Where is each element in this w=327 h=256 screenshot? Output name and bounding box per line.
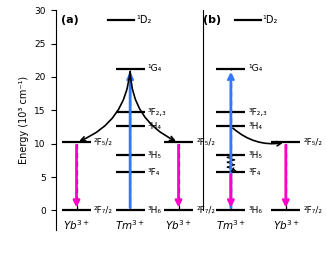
Text: ²F₇/₂: ²F₇/₂: [303, 206, 322, 215]
Text: ²F₅/₂: ²F₅/₂: [94, 138, 113, 147]
Text: ³H₅: ³H₅: [249, 151, 262, 159]
Text: Tm$^{3+}$: Tm$^{3+}$: [115, 218, 145, 232]
Text: ³H₄: ³H₄: [249, 122, 262, 131]
Text: ³F₄: ³F₄: [148, 167, 160, 177]
Text: Tm$^{3+}$: Tm$^{3+}$: [216, 218, 246, 232]
Text: ³F₄: ³F₄: [249, 167, 261, 177]
Text: ³H₅: ³H₅: [148, 151, 162, 159]
Y-axis label: Energy (10³ cm⁻¹): Energy (10³ cm⁻¹): [19, 76, 29, 164]
Text: (a): (a): [61, 15, 78, 25]
Text: ¹D₂: ¹D₂: [137, 15, 152, 25]
Text: ¹G₄: ¹G₄: [249, 65, 263, 73]
Text: ³F₂,₃: ³F₂,₃: [249, 108, 267, 117]
Text: ²F₇/₂: ²F₇/₂: [196, 206, 215, 215]
Text: ³H₆: ³H₆: [148, 206, 162, 215]
Text: ²F₇/₂: ²F₇/₂: [94, 206, 113, 215]
Text: (b): (b): [203, 15, 221, 25]
Text: ²F₅/₂: ²F₅/₂: [303, 138, 322, 147]
Text: ³F₂,₃: ³F₂,₃: [148, 108, 166, 117]
Text: ³H₆: ³H₆: [249, 206, 262, 215]
Text: ¹D₂: ¹D₂: [262, 15, 278, 25]
Text: ¹G₄: ¹G₄: [148, 65, 162, 73]
Text: ³H₄: ³H₄: [148, 122, 162, 131]
Text: Yb$^{3+}$: Yb$^{3+}$: [63, 218, 90, 232]
Text: Yb$^{3+}$: Yb$^{3+}$: [165, 218, 192, 232]
Text: Yb$^{3+}$: Yb$^{3+}$: [273, 218, 299, 232]
Text: ²F₅/₂: ²F₅/₂: [196, 138, 215, 147]
